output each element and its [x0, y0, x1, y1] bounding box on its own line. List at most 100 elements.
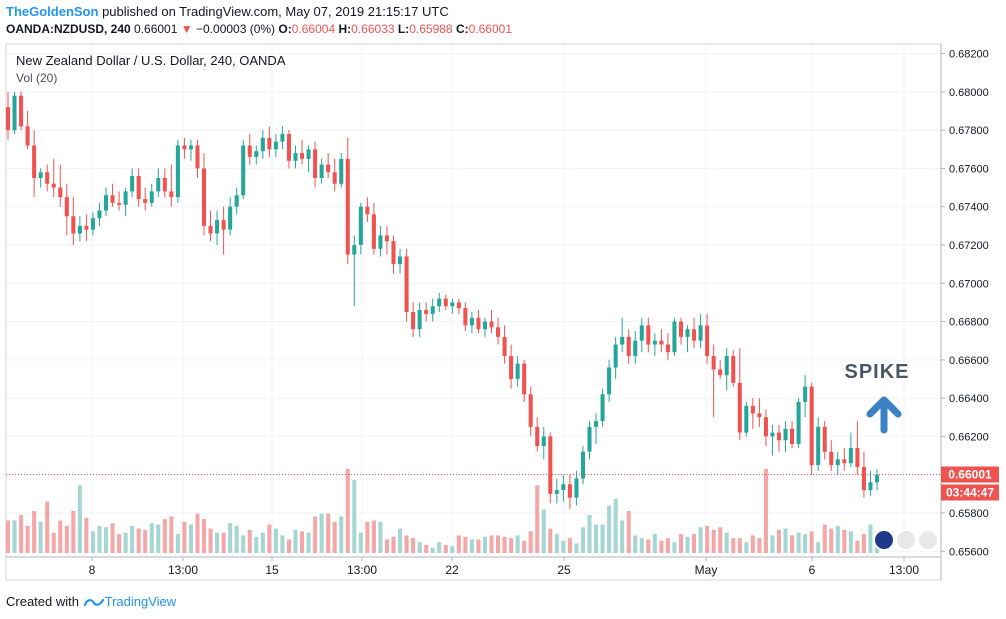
candle-body: [665, 344, 670, 353]
tradingview-brand-link[interactable]: TradingView: [104, 594, 177, 609]
author-name[interactable]: TheGoldenSon: [6, 4, 99, 19]
volume-bar: [195, 513, 200, 553]
volume-bar: [32, 511, 37, 553]
candle-body: [110, 195, 115, 203]
candle-body: [352, 244, 357, 255]
volume-bar: [450, 546, 455, 553]
candle-body: [607, 367, 612, 395]
candle-body: [489, 321, 494, 328]
candle-body: [587, 426, 592, 452]
volume-bar: [313, 516, 318, 553]
candle-body: [201, 168, 207, 226]
volume-bar: [19, 515, 24, 553]
chart-frame: [5, 43, 942, 581]
candle-body: [626, 336, 631, 357]
x-tick-label: 13:00: [889, 563, 919, 577]
volume-bar: [12, 520, 17, 553]
volume-bar: [783, 528, 788, 553]
volume-bar: [809, 531, 814, 553]
volume-bar: [103, 527, 109, 553]
us-flag-icon[interactable]: [895, 529, 917, 551]
volume-bar: [731, 538, 736, 553]
candle-body: [594, 421, 599, 427]
candle-body: [32, 145, 37, 178]
candle-body: [267, 137, 272, 150]
volume-bar: [796, 532, 801, 553]
candle-body: [737, 382, 742, 433]
candle-body: [254, 151, 259, 157]
us-flag-icon[interactable]: [917, 529, 939, 551]
volume-bar: [711, 529, 716, 553]
candle-body: [424, 310, 429, 314]
countdown-label: 03:44:47: [946, 485, 994, 499]
volume-bar: [776, 529, 782, 553]
tradingview-logo-icon: [83, 598, 104, 607]
y-tick-label: 0.66800: [949, 317, 989, 329]
close-value: 0.66001: [468, 22, 513, 36]
volume-bar: [600, 524, 605, 553]
volume-bar: [528, 531, 533, 553]
candle-body: [456, 302, 461, 309]
candle-body: [515, 363, 520, 379]
candle-body: [417, 310, 422, 330]
candle-body: [835, 459, 840, 466]
candle-body: [215, 220, 220, 234]
volume-bar: [437, 542, 442, 553]
candle-body: [136, 176, 141, 200]
candle-body: [659, 340, 664, 345]
event-flags[interactable]: [873, 529, 939, 551]
volume-label: Vol (20): [16, 71, 57, 85]
volume-bar: [280, 535, 285, 553]
footer: Created with TradingView: [6, 594, 176, 609]
candle-body: [574, 478, 579, 498]
volume-bar: [352, 479, 357, 553]
volume-bar: [646, 539, 651, 553]
candle-body: [313, 149, 318, 178]
volume-bar: [489, 535, 494, 553]
price-axis[interactable]: 0.68200 0.68000 0.67800 0.67600 0.67400 0.672…: [941, 49, 989, 559]
spike-annotation: SPIKE: [844, 361, 909, 383]
volume-bar: [554, 534, 559, 553]
volume-bar: [97, 525, 102, 553]
y-tick-label: 0.66600: [949, 355, 989, 367]
ticker-bar: OANDA:NZDUSD, 240 0.66001 ▼ −0.00003 (0%…: [6, 22, 512, 36]
volume-bar: [404, 535, 409, 553]
candle-body: [476, 317, 481, 330]
volume-bar: [522, 540, 527, 553]
candle-body: [469, 317, 474, 326]
candle-body: [58, 187, 63, 198]
candle-body: [567, 484, 572, 498]
candle-body: [97, 210, 102, 219]
volume-bar: [587, 515, 592, 553]
candle-body: [874, 474, 880, 483]
candle-body: [718, 369, 723, 376]
up-arrow-icon: [866, 396, 902, 434]
candle-body: [339, 158, 344, 184]
candle-body: [188, 145, 193, 150]
volume-bar: [803, 534, 808, 553]
x-tick-label: 8: [89, 563, 96, 577]
candle-body: [731, 356, 736, 383]
candle-body: [861, 467, 866, 491]
candle-body: [763, 417, 768, 437]
candle-body: [247, 145, 252, 157]
y-tick-label: 0.67000: [949, 278, 989, 290]
candle-body: [45, 172, 50, 184]
volume-bar: [509, 538, 514, 553]
volume-bar: [215, 532, 220, 553]
high-label: H:: [338, 22, 352, 36]
volume-bar: [659, 540, 664, 553]
volume-bar: [188, 524, 193, 553]
candle-body: [672, 321, 677, 353]
nz-flag-icon[interactable]: [873, 529, 895, 551]
time-axis[interactable]: 8 13:00 15 13:00 22 25 May 6 13:00: [89, 557, 920, 577]
volume-bar: [45, 501, 50, 553]
volume-bar: [561, 540, 566, 553]
price-chart[interactable]: 0.68200 0.68000 0.67800 0.67600 0.67400 0.672…: [0, 0, 1006, 590]
volume-bar: [790, 535, 795, 553]
candle-body: [698, 325, 703, 341]
close-label: C:: [455, 22, 469, 36]
volume-bar: [358, 532, 363, 553]
volume-bar: [737, 538, 742, 553]
candle-body: [561, 484, 566, 491]
